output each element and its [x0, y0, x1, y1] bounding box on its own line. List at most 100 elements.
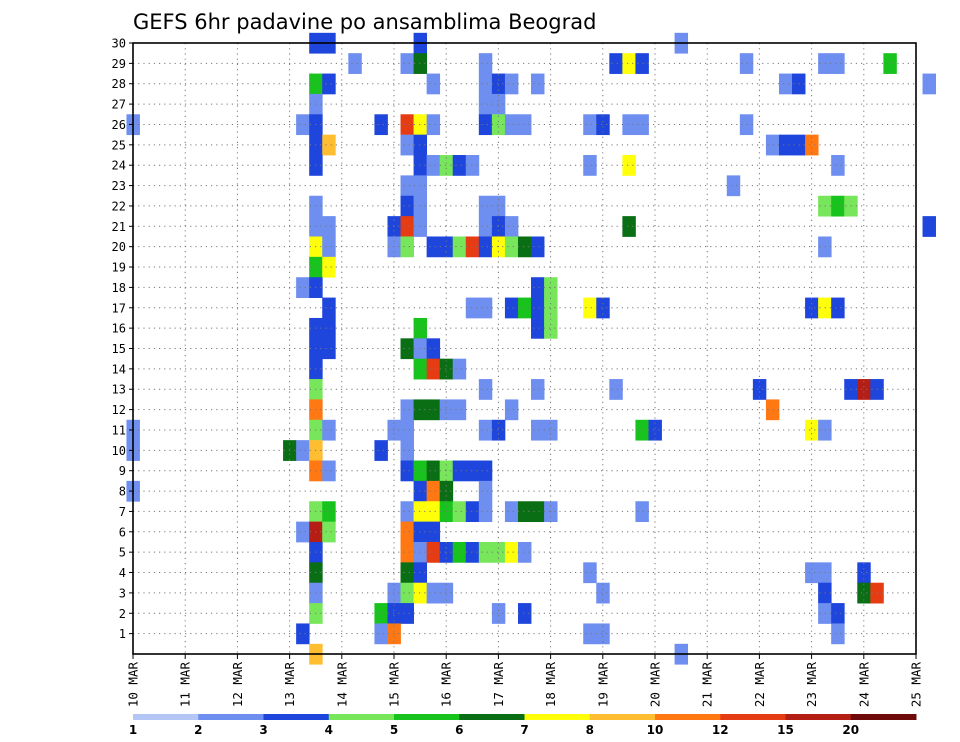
cell	[465, 236, 480, 258]
legend-label: 20	[842, 723, 859, 737]
y-tick-label: 15	[112, 342, 126, 356]
cell	[857, 379, 871, 400]
x-tick-label: 11 MAR	[178, 662, 193, 708]
cell	[426, 236, 441, 258]
y-tick-label: 25	[112, 138, 126, 152]
cell	[478, 460, 493, 482]
cell	[596, 114, 610, 136]
cell	[622, 114, 636, 136]
cell	[400, 53, 414, 74]
y-tick-label: 16	[112, 322, 126, 336]
legend-swatch	[394, 714, 460, 720]
cell	[322, 236, 336, 258]
cell	[322, 216, 336, 237]
y-tick-label: 5	[119, 546, 126, 560]
cell	[478, 236, 493, 258]
x-tick-label: 18 MAR	[543, 662, 558, 708]
cell	[504, 501, 519, 523]
cell	[322, 338, 336, 360]
x-tick-label: 13 MAR	[282, 662, 297, 708]
cell	[426, 155, 441, 176]
cell	[400, 603, 414, 624]
chart-title: GEFS 6hr padavine po ansamblima Beograd	[133, 10, 596, 34]
cell	[400, 134, 414, 156]
legend-swatch	[524, 714, 591, 720]
cell	[400, 236, 414, 258]
cell	[374, 623, 388, 645]
cell	[465, 155, 480, 176]
x-tick-label: 12 MAR	[230, 662, 245, 708]
x-tick-label: 14 MAR	[334, 662, 349, 708]
y-tick-label: 2	[119, 607, 126, 621]
cell	[583, 623, 597, 645]
y-tick-label: 10	[112, 444, 126, 458]
cell	[491, 419, 506, 441]
cell	[452, 501, 467, 523]
cell	[322, 521, 336, 543]
cell	[831, 195, 845, 217]
cell	[322, 317, 336, 339]
cell	[426, 399, 441, 421]
cell	[857, 562, 871, 584]
cell	[922, 216, 936, 237]
legend-label: 10	[647, 723, 664, 737]
cell	[544, 317, 558, 339]
cell	[478, 480, 493, 502]
cell	[452, 460, 467, 482]
cell	[413, 582, 428, 604]
cell	[400, 460, 414, 482]
cell	[413, 53, 428, 74]
cell	[426, 338, 441, 360]
y-tick-label: 29	[112, 57, 126, 71]
legend-swatch	[589, 714, 656, 720]
cell	[465, 501, 480, 523]
cell	[504, 114, 519, 136]
cell	[413, 562, 428, 584]
cell	[426, 541, 441, 563]
y-tick-label: 14	[112, 362, 126, 376]
cell	[596, 582, 610, 604]
cells-layer	[126, 32, 936, 665]
cell	[426, 480, 441, 502]
y-tick-label: 22	[112, 199, 126, 213]
cell	[452, 358, 467, 380]
cell	[478, 114, 493, 136]
cell	[531, 297, 545, 319]
cell	[413, 460, 428, 482]
cell	[531, 501, 545, 523]
cell	[831, 603, 845, 624]
cell	[374, 603, 388, 624]
cell	[296, 521, 310, 543]
cell	[831, 297, 845, 319]
cell	[805, 134, 819, 156]
cell	[478, 53, 493, 74]
cell	[478, 501, 493, 523]
cell	[805, 419, 819, 441]
cell	[857, 582, 871, 604]
cell	[504, 297, 519, 319]
cell	[426, 114, 441, 136]
cell	[413, 175, 428, 197]
cell	[491, 114, 506, 136]
y-tick-label: 6	[119, 525, 126, 539]
x-tick-label: 21 MAR	[700, 662, 715, 708]
cell	[635, 114, 649, 136]
cell	[517, 236, 532, 258]
cell	[517, 114, 532, 136]
cell	[504, 399, 519, 421]
cell	[439, 541, 454, 563]
legend-label: 15	[777, 723, 794, 737]
cell	[622, 53, 636, 74]
cell	[413, 317, 428, 339]
cell	[531, 379, 545, 400]
cell	[517, 541, 532, 563]
y-tick-label: 20	[112, 240, 126, 254]
cell	[544, 419, 558, 441]
legend-swatch	[720, 714, 786, 720]
cell	[609, 53, 623, 74]
legend-label: 2	[194, 723, 202, 737]
x-tick-label: 17 MAR	[491, 662, 506, 708]
cell	[387, 582, 401, 604]
cell	[596, 623, 610, 645]
cell	[452, 541, 467, 563]
